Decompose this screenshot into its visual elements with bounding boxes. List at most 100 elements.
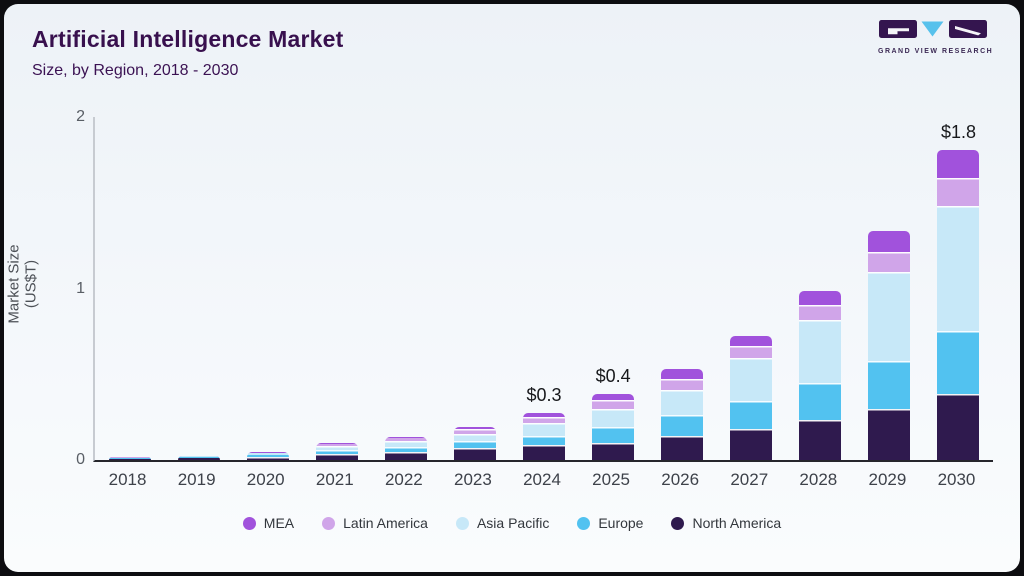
- bar-segment-2027-asia-pacific: [730, 358, 773, 401]
- bar-stack-2020: [246, 452, 289, 460]
- legend-label: North America: [692, 515, 782, 531]
- bar-stack-2027: [730, 336, 773, 460]
- legend-label: MEA: [263, 515, 295, 531]
- bar-segment-2026-europe: [661, 415, 704, 436]
- bar-segment-2018-europe: [108, 458, 151, 459]
- bar-segment-2023-mea: [453, 426, 496, 430]
- bar-segment-2023-north-america: [453, 448, 496, 460]
- bar-group-2020: [233, 117, 302, 460]
- legend: MEA Latin America Asia Pacific Europe North …: [4, 515, 1020, 531]
- legend-item-north-america: North America: [671, 515, 781, 531]
- bar-segment-2030-latin-america: [937, 177, 980, 207]
- bar-group-2025: $0.4: [579, 117, 648, 460]
- gvr-logo-caption: GRAND VIEW RESEARCH: [878, 48, 994, 55]
- bar-value-label-2024: $0.3: [526, 384, 562, 405]
- x-tick-2027: 2027: [730, 470, 769, 489]
- legend-label: Asia Pacific: [476, 515, 550, 531]
- bar-segment-2028-north-america: [799, 419, 842, 460]
- legend-label: Latin America: [343, 515, 428, 531]
- bar-segment-2020-latin-america: [246, 452, 289, 454]
- bar-segment-2019-north-america: [177, 457, 220, 460]
- bar-segment-2027-north-america: [730, 429, 773, 460]
- bar-segment-2030-europe: [937, 330, 980, 394]
- bar-segment-2027-latin-america: [730, 345, 773, 359]
- bar-stack-2025: [592, 394, 635, 460]
- legend-dot-icon: [455, 516, 469, 530]
- bar-segment-2019-europe: [177, 457, 220, 458]
- bar-segment-2026-north-america: [661, 436, 704, 460]
- bar-segment-2020-north-america: [246, 456, 289, 460]
- bar-group-2028: [786, 117, 855, 460]
- bar-stack-2030: [937, 150, 980, 460]
- x-tick-2020: 2020: [246, 470, 285, 489]
- x-tick-2028: 2028: [799, 470, 838, 489]
- bar-segment-2030-asia-pacific: [937, 206, 980, 331]
- bar-stack-2018: [108, 457, 151, 460]
- legend-dot-icon: [242, 516, 256, 530]
- bar-stack-2028: [799, 291, 842, 460]
- x-tick-2030: 2030: [937, 470, 976, 489]
- bar-group-2026: [648, 117, 717, 460]
- x-tick-2021: 2021: [315, 470, 354, 489]
- bar-segment-2026-latin-america: [661, 379, 704, 390]
- bar-group-2021: [302, 117, 371, 460]
- bar-segment-2028-asia-pacific: [799, 320, 842, 383]
- bar-segment-2028-europe: [799, 382, 842, 420]
- bar-segment-2022-asia-pacific: [384, 440, 427, 447]
- bar-segment-2023-europe: [453, 440, 496, 449]
- bar-group-2029: [855, 117, 924, 460]
- legend-dot-icon: [322, 516, 336, 530]
- legend-label: Europe: [598, 515, 644, 531]
- bar-segment-2025-latin-america: [592, 400, 635, 409]
- bar-segment-2020-europe: [246, 455, 289, 457]
- bar-segment-2025-asia-pacific: [592, 408, 635, 427]
- bar-segment-2023-asia-pacific: [453, 433, 496, 441]
- x-axis-labels: 2018 2019 2020 2021 2022 2023 2024 2025 2026 2027…: [93, 470, 991, 490]
- bar-segment-2022-north-america: [384, 451, 427, 460]
- bar-segment-2021-europe: [315, 449, 358, 454]
- bar-segment-2019-asia-pacific: [177, 456, 220, 458]
- legend-item-europe: Europe: [577, 515, 643, 531]
- bar-segment-2022-mea: [384, 436, 427, 438]
- x-tick-2026: 2026: [661, 470, 700, 489]
- bar-segment-2029-asia-pacific: [868, 272, 911, 362]
- plot-area: 0 1 2 $0.3 $0.4 $1.8: [76, 108, 993, 468]
- y-tick-0: 0: [76, 451, 85, 468]
- x-tick-2022: 2022: [384, 470, 423, 489]
- bar-stack-2022: [384, 436, 427, 460]
- bar-segment-2029-north-america: [868, 408, 911, 460]
- bar-segment-2021-asia-pacific: [315, 445, 358, 450]
- y-axis-title: Market Size (US$T): [5, 244, 40, 324]
- bar-group-2023: [440, 117, 509, 460]
- bar-segment-2029-europe: [868, 361, 911, 409]
- bar-stack-2023: [453, 426, 496, 460]
- bar-segment-2027-mea: [730, 336, 773, 346]
- bar-segment-2026-mea: [661, 369, 704, 380]
- x-tick-2029: 2029: [868, 470, 907, 489]
- bar-group-2018: [95, 117, 164, 460]
- x-tick-2018: 2018: [108, 470, 147, 489]
- bar-segment-2018-asia-pacific: [108, 457, 151, 459]
- bar-group-2030: $1.8: [924, 117, 993, 460]
- chart-card: Artificial Intelligence Market Size, by …: [4, 4, 1020, 572]
- gvr-logo-icon: [879, 20, 987, 38]
- x-tick-2024: 2024: [523, 470, 561, 489]
- bar-segment-2018-north-america: [108, 458, 151, 460]
- y-tick-2: 2: [76, 108, 85, 125]
- bar-stack-2024: [523, 412, 565, 460]
- legend-item-asia-pacific: Asia Pacific: [455, 515, 550, 531]
- bar-segment-2030-north-america: [937, 393, 980, 460]
- x-tick-2023: 2023: [454, 470, 492, 489]
- bar-segment-2020-asia-pacific: [246, 453, 289, 456]
- bar-segment-2025-north-america: [592, 442, 635, 460]
- x-tick-2019: 2019: [177, 470, 216, 489]
- bar-stack-2021: [315, 443, 358, 460]
- legend-item-mea: MEA: [242, 515, 295, 531]
- bar-group-2027: [717, 117, 786, 460]
- bar-segment-2021-north-america: [315, 454, 358, 460]
- bar-segment-2024-north-america: [523, 444, 565, 460]
- bar-segment-2030-mea: [937, 150, 980, 178]
- bar-group-2019: [164, 117, 233, 460]
- page-subtitle: Size, by Region, 2018 - 2030: [32, 62, 239, 79]
- bar-segment-2022-europe: [384, 446, 427, 452]
